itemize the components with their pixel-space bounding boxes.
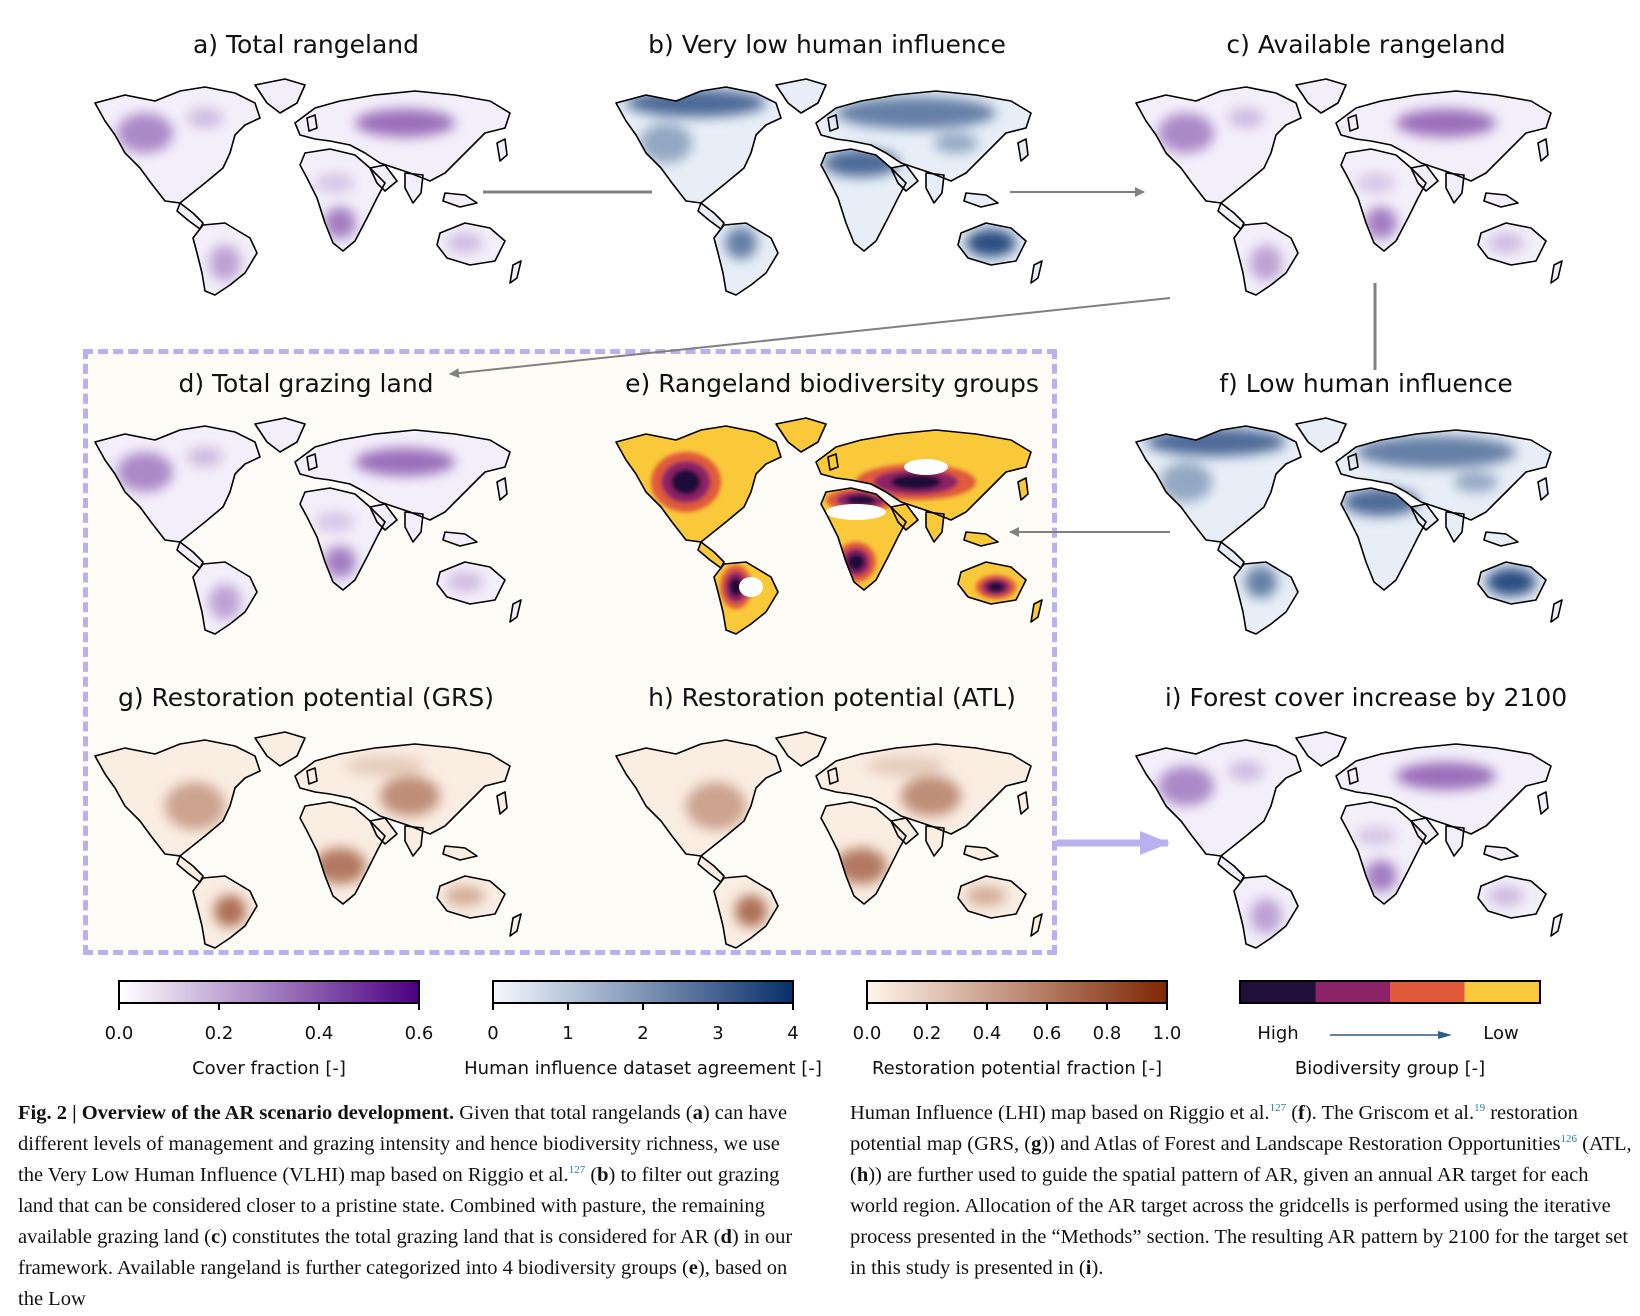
caption-text: ) constitutes the total grazing land tha… <box>220 1226 721 1248</box>
panel-ref: d <box>720 1226 732 1248</box>
colorbar-tick-label: 0.6 <box>404 1023 434 1044</box>
panel-ref: i <box>1085 1257 1092 1279</box>
colorbar-tick-label: 0.4 <box>304 1023 334 1044</box>
panel-ref: a <box>692 1102 703 1124</box>
panel-c-title: c) Available rangeland <box>1226 30 1506 59</box>
caption-text: restoration potential map (GRS, ( <box>850 1102 1578 1155</box>
panel-ref: e <box>688 1257 698 1279</box>
panel-f-title: f) Low human influence <box>1219 369 1513 398</box>
map-g <box>94 731 522 949</box>
colorbar-cover <box>118 980 420 1004</box>
panel-i-title: i) Forest cover increase by 2100 <box>1164 683 1568 712</box>
colorbar-tick-mark <box>318 1004 320 1010</box>
colorbar-tick-label: 1.0 <box>1152 1023 1182 1044</box>
biodiversity-high-label: High <box>1257 1023 1299 1044</box>
colorbar-tick-mark <box>642 1004 644 1010</box>
colorbar-tick-label: 0.2 <box>204 1023 234 1044</box>
panel-g-title: g) Restoration potential (GRS) <box>117 683 495 712</box>
colorbar-tick-mark <box>492 1004 494 1010</box>
panel-ref: b <box>597 1164 609 1186</box>
panel-b-title: b) Very low human influence <box>648 30 1006 59</box>
map-i <box>1135 731 1563 949</box>
map-d <box>94 417 522 635</box>
caption-text: (ATL, ( <box>850 1133 1632 1186</box>
caption-text: ). The Griscom et al. <box>1304 1102 1475 1124</box>
caption-text: )) are further used to guide the spatial… <box>850 1164 1629 1279</box>
colorbar-tick-label: 0.0 <box>104 1023 134 1044</box>
map-e <box>615 417 1043 635</box>
colorbar-tick-label: 4 <box>787 1023 799 1044</box>
colorbar-tick-mark <box>1046 1004 1048 1010</box>
panel-e-title: e) Rangeland biodiversity groups <box>625 369 1039 398</box>
caption-text: Human Influence (LHI) map based on Riggi… <box>850 1102 1270 1124</box>
colorbar-tick-label: 0.0 <box>852 1023 882 1044</box>
colorbar-restoration-label: Restoration potential fraction [-] <box>871 1058 1163 1079</box>
caption-text: ) to filter out grazing land that can be… <box>18 1164 780 1248</box>
colorbar-tick-mark <box>717 1004 719 1010</box>
map-b <box>615 78 1043 296</box>
citation-ref: 127 <box>1269 1102 1287 1115</box>
biodiversity-low-label: Low <box>1483 1023 1519 1044</box>
caption-text: ) can have different levels of managemen… <box>18 1102 788 1186</box>
citation-ref: 19 <box>1474 1102 1486 1115</box>
caption-text: ), based on the Low <box>18 1257 788 1310</box>
colorbar-tick-mark <box>567 1004 569 1010</box>
caption-text: ). <box>1091 1257 1104 1279</box>
map-f <box>1135 417 1563 635</box>
colorbar-tick-label: 0.6 <box>1032 1023 1062 1044</box>
caption-text: )) and Atlas of Forest and Landscape Res… <box>1041 1133 1561 1155</box>
caption-text: Given that total rangelands ( <box>454 1102 693 1124</box>
citation-ref: 127 <box>568 1164 586 1177</box>
colorbar-tick-label: 2 <box>637 1023 649 1044</box>
caption-text: ( <box>585 1164 598 1186</box>
caption-text: ( <box>1286 1102 1299 1124</box>
colorbar-tick-label: 0.4 <box>972 1023 1002 1044</box>
panel-h-title: h) Restoration potential (ATL) <box>648 683 1016 712</box>
colorbar-tick-mark <box>218 1004 220 1010</box>
map-h <box>615 731 1043 949</box>
colorbar-tick-label: 0.2 <box>912 1023 942 1044</box>
colorbar-human-influence <box>492 980 794 1004</box>
map-a <box>94 78 522 296</box>
colorbar-tick-label: 3 <box>712 1023 724 1044</box>
panel-ref: h <box>856 1164 869 1186</box>
colorbar-tick-mark <box>926 1004 928 1010</box>
figure-label: Fig. 2 | Overview of the AR scenario dev… <box>18 1102 455 1124</box>
colorbar-human-influence-label: Human influence dataset agreement [-] <box>464 1058 822 1079</box>
citation-ref: 126 <box>1560 1133 1578 1146</box>
colorbar-cover-label: Cover fraction [-] <box>192 1058 346 1079</box>
panel-ref: f <box>1298 1102 1305 1124</box>
biodiversity-direction-arrow <box>1330 1031 1452 1039</box>
caption-text: ) in our framework. Available rangeland … <box>18 1226 793 1279</box>
colorbar-biodiversity <box>1239 980 1541 1004</box>
colorbar-tick-mark <box>418 1004 420 1010</box>
panel-ref: g <box>1031 1133 1042 1155</box>
colorbar-tick-label: 0.8 <box>1092 1023 1122 1044</box>
panel-ref: c <box>210 1226 221 1248</box>
map-c <box>1135 78 1563 296</box>
arrow-c-d <box>449 297 1171 379</box>
colorbar-tick-mark <box>792 1004 794 1010</box>
colorbar-tick-label: 1 <box>562 1023 574 1044</box>
colorbar-tick-mark <box>866 1004 868 1010</box>
colorbar-tick-mark <box>986 1004 988 1010</box>
colorbar-restoration <box>866 980 1168 1004</box>
colorbar-tick-label: 0 <box>487 1023 499 1044</box>
panel-a-title: a) Total rangeland <box>192 30 420 59</box>
panel-d-title: d) Total grazing land <box>178 369 434 398</box>
caption-left: Fig. 2 | Overview of the AR scenario dev… <box>18 1098 804 1315</box>
colorbar-biodiversity-label: Biodiversity group [-] <box>1294 1058 1486 1079</box>
colorbar-tick-mark <box>1166 1004 1168 1010</box>
colorbar-tick-mark <box>1106 1004 1108 1010</box>
colorbar-tick-mark <box>118 1004 120 1010</box>
caption-right: Human Influence (LHI) map based on Riggi… <box>850 1098 1638 1284</box>
